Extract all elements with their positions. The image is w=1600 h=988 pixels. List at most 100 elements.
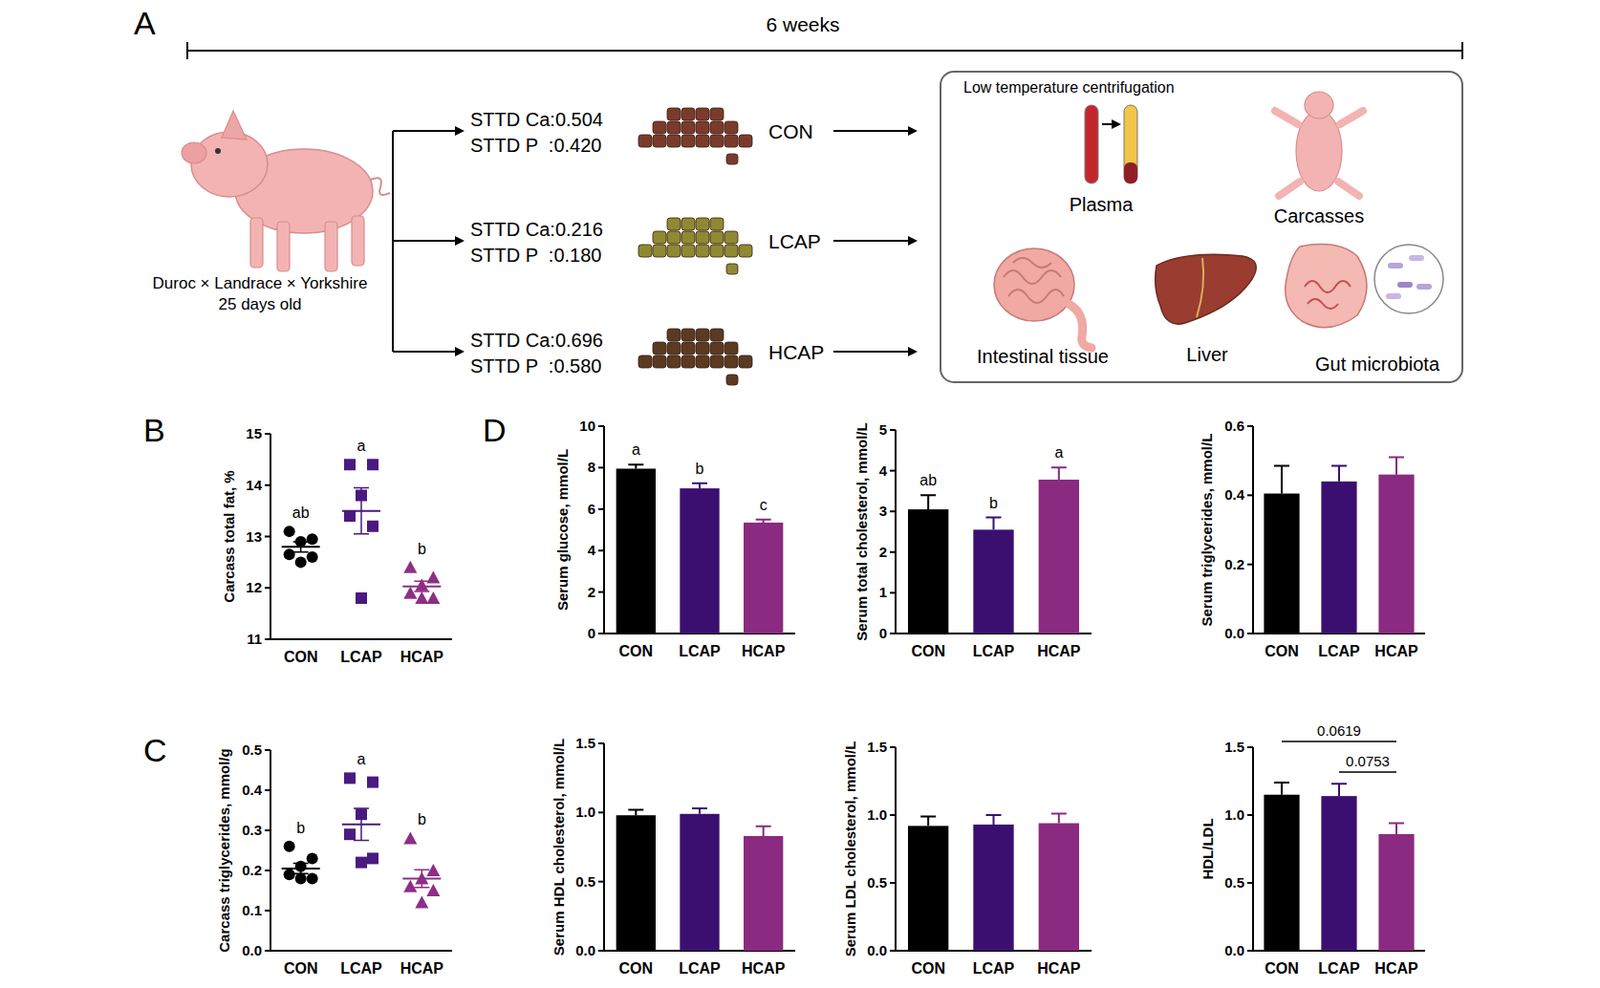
pellet (681, 217, 695, 231)
pellet (667, 108, 681, 121)
diet-ca: STTD Ca:0.696 (470, 329, 604, 351)
error-bar (756, 826, 772, 837)
y-tick-label: 5 (879, 421, 887, 438)
pellet (710, 217, 724, 231)
pellet (738, 244, 753, 258)
diet-arrow (392, 350, 463, 353)
pellet (638, 244, 652, 258)
pellet (724, 231, 738, 244)
panel-letter: C (143, 732, 168, 769)
point (403, 831, 417, 844)
bar (616, 815, 656, 952)
pellet (681, 355, 695, 368)
y-tick (264, 586, 271, 589)
group-letter: b (417, 540, 427, 558)
point (283, 841, 296, 853)
timeline (187, 49, 1463, 52)
pellet (652, 355, 667, 368)
bar (1263, 494, 1299, 634)
error-bar (627, 464, 644, 469)
gut-shape (1285, 244, 1367, 328)
pellet (710, 244, 724, 258)
tube (1084, 105, 1099, 184)
y-tick-label: 6 (587, 500, 596, 518)
liver-ligament (1196, 258, 1204, 318)
sample-label: Plasma (1069, 194, 1135, 216)
bar (908, 825, 949, 952)
y-axis-title: Carcass total fat, % (220, 470, 238, 603)
y-tick-label: 0.1 (241, 902, 262, 919)
pig-head (191, 131, 268, 197)
y-tick-label: 2 (879, 543, 887, 561)
y-tick-label: 4 (587, 541, 597, 559)
x-tick-label: HCAP (741, 643, 786, 660)
x-tick-label: LCAP (1318, 643, 1361, 660)
y-tick (889, 746, 896, 749)
point (414, 579, 429, 592)
error-bar (413, 581, 430, 592)
bar (1378, 475, 1414, 634)
y-tick-label: 0.0 (866, 942, 887, 959)
bar (1320, 481, 1357, 634)
y-tick (889, 591, 896, 594)
group-letter: b (417, 811, 427, 828)
y-tick (264, 432, 271, 435)
pellet (667, 121, 681, 134)
intestine-tail (1068, 303, 1092, 348)
pig-icon (181, 110, 390, 272)
diet-arrow (833, 239, 916, 242)
pellet (724, 355, 738, 368)
x-tick-label: HCAP (1037, 960, 1082, 977)
y-axis-title: Serum total cholesterol, mmol/L (853, 422, 870, 641)
x-tick-label: HCAP (1374, 960, 1419, 977)
y-tick-label: 1.0 (575, 803, 596, 821)
y-tick (598, 466, 605, 469)
sample-label: Intestinal tissue (976, 345, 1109, 368)
pig-tail (370, 177, 390, 195)
point (283, 525, 296, 538)
error-bar (691, 483, 708, 489)
animal-age: 25 days old (218, 295, 303, 314)
group-letter: ab (919, 472, 937, 489)
y-tick (1247, 425, 1254, 428)
y-tick (598, 881, 605, 884)
pellet (695, 355, 710, 368)
y-tick (1247, 746, 1254, 749)
group-letter: a (1054, 444, 1063, 461)
y-tick (889, 429, 896, 432)
pellet (738, 134, 753, 148)
pellet (695, 328, 710, 342)
pellet (652, 231, 667, 244)
y-tick (889, 950, 896, 952)
duration-label: 6 weeks (765, 13, 840, 36)
point (367, 852, 379, 865)
bar (1320, 796, 1357, 952)
bar (1263, 795, 1299, 952)
chart: 0.00.51.01.5Serum HDL cholesterol, mmol/… (550, 735, 796, 977)
error-bar (1331, 783, 1347, 797)
x-tick-label: CON (619, 960, 654, 977)
diet-arrow (392, 129, 463, 132)
x-tick-label: CON (619, 643, 654, 660)
marks (908, 467, 1080, 634)
diet-arrow (833, 350, 916, 353)
bar (679, 488, 719, 634)
point (355, 857, 368, 869)
error-bar (1388, 823, 1405, 835)
intestine-loops (1003, 258, 1064, 303)
y-tick (1247, 563, 1254, 566)
pellet (667, 231, 681, 244)
diet-name: CON (768, 120, 814, 143)
marks (281, 772, 442, 909)
y-tick-label: 1.0 (1224, 806, 1245, 823)
y-tick (264, 789, 271, 792)
pellet (652, 121, 667, 134)
y-tick (889, 632, 896, 635)
y-tick (264, 749, 271, 752)
y-tick (598, 591, 605, 594)
x-tick-label: CON (910, 643, 946, 660)
point (295, 556, 307, 568)
diet-name: HCAP (768, 341, 824, 364)
y-tick-label: 0.0 (575, 942, 596, 959)
diet-arrow (392, 239, 463, 242)
